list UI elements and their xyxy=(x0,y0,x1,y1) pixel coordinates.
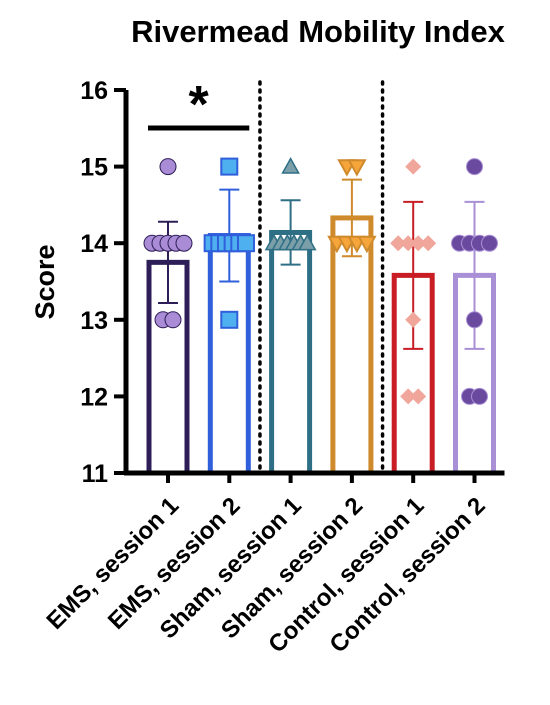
significance-label-1: * xyxy=(189,76,210,134)
point-2-1 xyxy=(220,157,239,176)
point-5-3 xyxy=(400,235,417,252)
point-5-7 xyxy=(400,388,417,405)
y-tick-label-14: 14 xyxy=(80,230,108,258)
point-4-6 xyxy=(357,235,377,254)
point-5-5 xyxy=(420,235,437,252)
y-tick-label-13: 13 xyxy=(80,307,108,335)
point-3-1 xyxy=(281,157,300,174)
point-5-2 xyxy=(390,235,407,252)
point-1-1 xyxy=(159,158,177,176)
point-5-4 xyxy=(410,235,427,252)
point-1-8 xyxy=(164,311,182,329)
point-6-8 xyxy=(471,387,488,405)
point-3-7 xyxy=(297,233,317,251)
point-6-1 xyxy=(466,158,483,176)
point-1-6 xyxy=(175,234,193,252)
y-tick-label-16: 16 xyxy=(80,77,108,105)
point-6-5 xyxy=(481,234,498,252)
bar-3 xyxy=(269,229,313,476)
point-5-1 xyxy=(405,158,422,175)
point-6-6 xyxy=(466,311,483,329)
point-2-7 xyxy=(236,234,255,253)
y-tick-label-15: 15 xyxy=(80,154,108,182)
chart-title: Rivermead Mobility Index xyxy=(131,14,506,49)
point-2-8 xyxy=(220,310,239,329)
point-5-6 xyxy=(405,311,422,328)
point-5-8 xyxy=(410,388,427,405)
y-tick-label-12: 12 xyxy=(80,383,108,411)
point-4-2 xyxy=(347,159,367,177)
y-tick-label-11: 11 xyxy=(82,460,109,488)
y-axis-label: Score xyxy=(30,244,60,319)
